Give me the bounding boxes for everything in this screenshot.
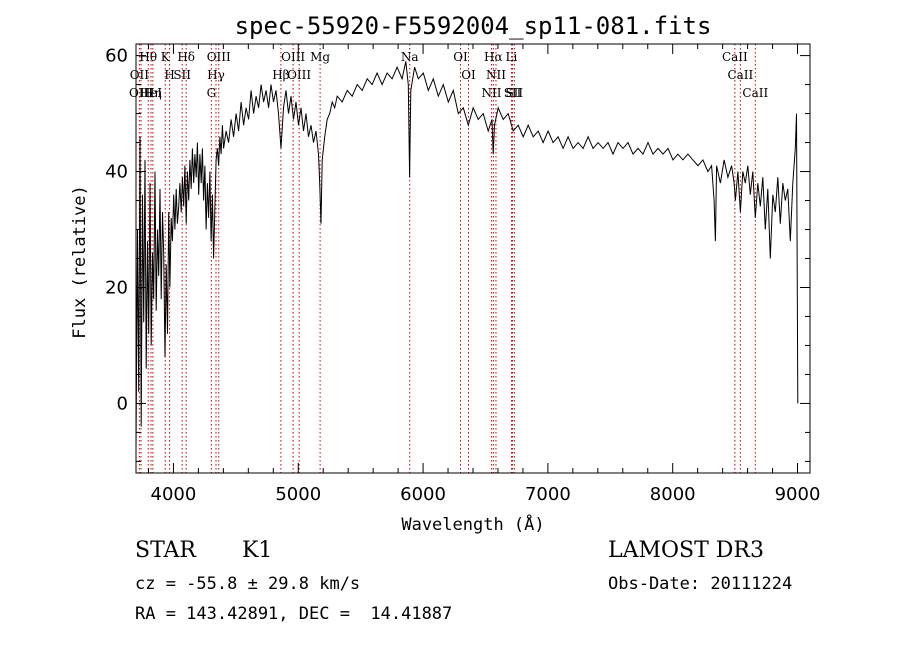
spectral-line-label: Hγ [207, 68, 225, 82]
spectral-line-label: OIII [207, 50, 231, 64]
x-tick-label: 7000 [525, 484, 571, 505]
spectral-line-label: SII [173, 68, 191, 82]
y-axis-label: Flux (relative) [70, 185, 90, 339]
spectral-line-label: Hβ [272, 68, 289, 82]
spectral-line-label: CaII [727, 68, 753, 82]
spectral-line-label: OII [130, 68, 150, 82]
x-tick-label: 9000 [775, 484, 821, 505]
spectral-line-label: Na [401, 50, 419, 64]
spectral-line-label: OI [453, 50, 468, 64]
spectral-line-label: H [164, 68, 174, 82]
y-tick-label: 20 [105, 277, 128, 298]
subclass-label: K1 [242, 538, 273, 563]
spectral-line-label: NII [486, 68, 506, 82]
observation-date: Obs-Date: 20111224 [608, 574, 793, 594]
x-axis-label: Wavelength (Å) [401, 513, 544, 535]
y-tick-label: 40 [105, 162, 128, 183]
y-tick-label: 60 [105, 46, 128, 67]
spectral-line-label: Hα [484, 50, 503, 64]
x-tick-label: 4000 [151, 484, 197, 505]
spectral-line-label: G [207, 86, 217, 100]
class-label: STAR [135, 538, 196, 563]
spectral-line-label: SII [504, 86, 522, 100]
survey-label: LAMOST DR3 [608, 538, 764, 563]
spectral-line-label: OIII [129, 86, 153, 100]
spectral-line-label: HeI [140, 86, 163, 100]
spectral-line-label: OI [461, 68, 476, 82]
spectrum-series-line [135, 61, 799, 450]
plot-area: 4000 5000 6000 7000 8000 9000 0 20 40 60 Hθ OII OIII… [105, 43, 821, 505]
spectral-line-label: Li [506, 50, 518, 64]
y-tick-label: 0 [117, 393, 128, 414]
x-tick-label: 5000 [275, 484, 321, 505]
chart-title: spec-55920-F5592004_sp11-081.fits [235, 12, 712, 40]
spectral-line-label: Mg [310, 50, 330, 64]
spectral-line-label: CaII [722, 50, 748, 64]
redshift-readout: cz = -55.8 ± 29.8 km/s [135, 574, 361, 594]
x-tick-label: 6000 [400, 484, 446, 505]
spectral-line-label: Hη [144, 86, 162, 100]
spectral-line-label: Hδ [177, 50, 195, 64]
spectral-line-label: OIII [281, 50, 305, 64]
coordinates-readout: RA = 143.42891, DEC = 14.41887 [135, 604, 453, 624]
spectral-line-label: OIII [287, 68, 311, 82]
spectral-line-label: NII [481, 86, 501, 100]
x-tick-label: 8000 [650, 484, 696, 505]
spectral-line-label: SII [505, 86, 523, 100]
spectral-line-label: CaII [742, 86, 768, 100]
spectral-line-label: Hθ [139, 50, 157, 64]
spectral-line-label: K [161, 50, 171, 64]
